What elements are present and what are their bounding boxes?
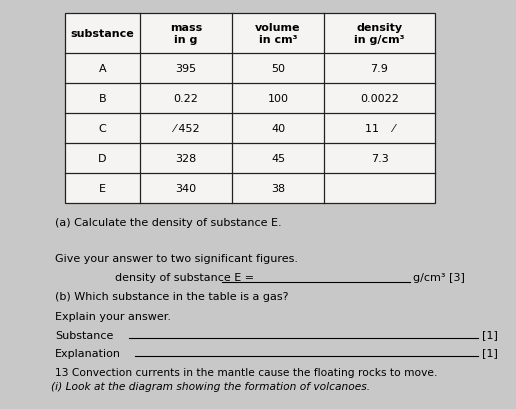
Text: 50: 50 [271,64,285,74]
Text: 45: 45 [271,154,285,164]
Text: density
in g/cm³: density in g/cm³ [354,23,405,45]
Text: 38: 38 [271,184,285,193]
Text: 7.3: 7.3 [370,154,389,164]
Text: 7.9: 7.9 [370,64,389,74]
Bar [65,14,435,204]
Text: 100: 100 [267,94,288,104]
Text: mass
in g: mass in g [170,23,202,45]
Text: density of substance E =: density of substance E = [115,272,254,282]
Text: 395: 395 [175,64,197,74]
Text: 11    ⁄: 11 ⁄ [365,124,394,134]
Text: substance: substance [71,29,134,39]
Text: A: A [99,64,106,74]
Text: ⁄ 452: ⁄ 452 [173,124,199,134]
Text: [1]: [1] [482,347,498,357]
Text: B: B [99,94,106,104]
Text: g/cm³ [3]: g/cm³ [3] [413,272,465,282]
Text: Substance: Substance [55,330,114,340]
Text: D: D [98,154,107,164]
Text: E: E [99,184,106,193]
Text: (a) Calculate the density of substance E.: (a) Calculate the density of substance E… [55,218,282,227]
Text: 13 Convection currents in the mantle cause the floating rocks to move.: 13 Convection currents in the mantle cau… [55,367,438,377]
Text: [1]: [1] [482,329,498,339]
Text: 0.22: 0.22 [173,94,199,104]
Text: volume
in cm³: volume in cm³ [255,23,301,45]
Text: 340: 340 [175,184,197,193]
Text: Explanation: Explanation [55,348,121,358]
Text: Explain your answer.: Explain your answer. [55,311,171,321]
Text: (i) Look at the diagram showing the formation of volcanoes.: (i) Look at the diagram showing the form… [51,381,370,391]
Text: (b) Which substance in the table is a gas?: (b) Which substance in the table is a ga… [55,291,288,301]
Text: Give your answer to two significant figures.: Give your answer to two significant figu… [55,254,298,263]
Text: C: C [99,124,106,134]
Bar [65,14,435,204]
Text: 328: 328 [175,154,197,164]
Text: 40: 40 [271,124,285,134]
Text: 0.0022: 0.0022 [360,94,399,104]
